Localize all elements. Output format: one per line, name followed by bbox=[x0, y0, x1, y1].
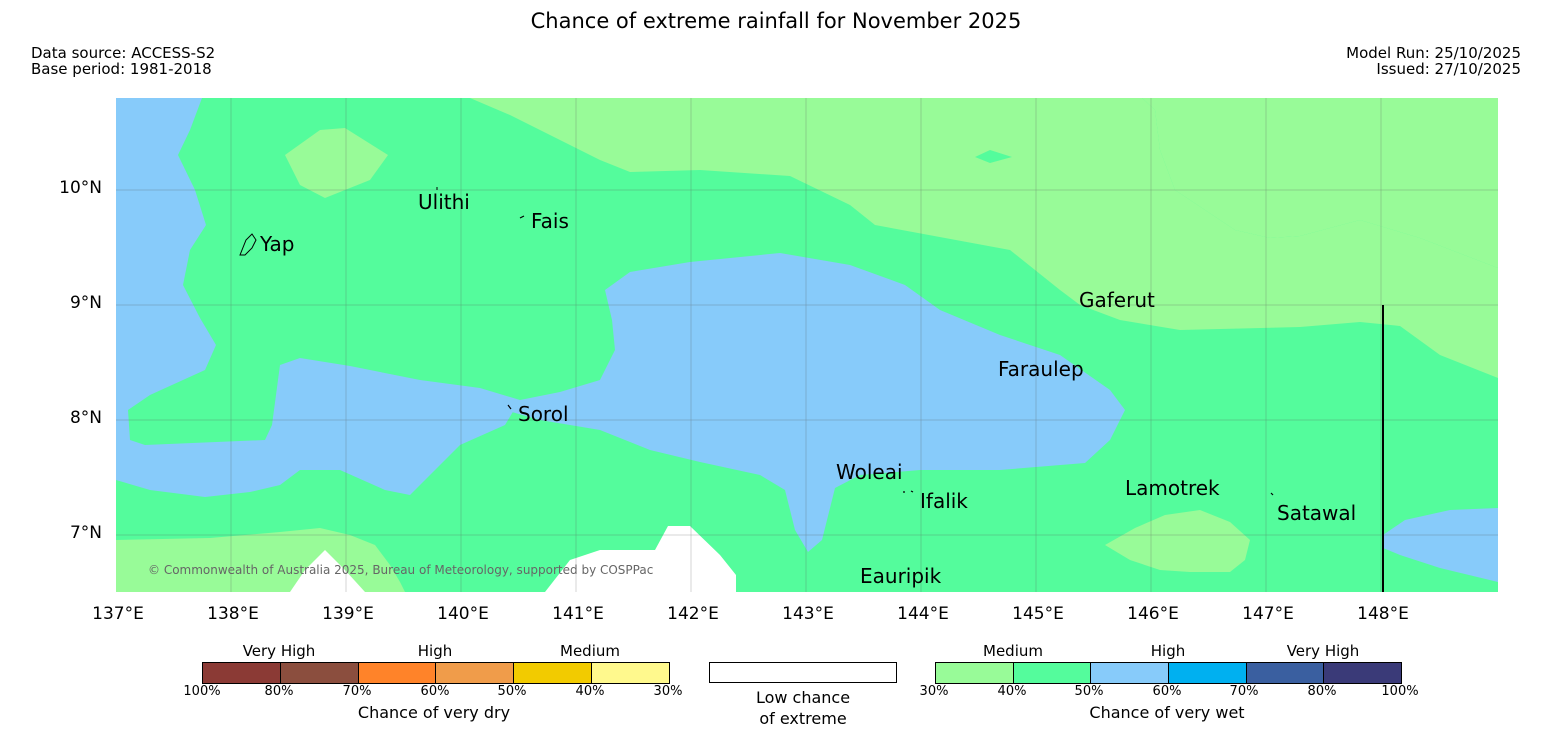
legend-wet-title: Chance of very wet bbox=[1089, 703, 1245, 722]
lon-label: 145°E bbox=[1012, 604, 1064, 624]
region-medium-south-east bbox=[1105, 510, 1250, 572]
lat-label: 7°N bbox=[69, 523, 102, 543]
lat-label: 9°N bbox=[69, 293, 102, 313]
legend-dry-swatch bbox=[436, 663, 515, 683]
legend-wet-swatch bbox=[1324, 663, 1402, 683]
legend-wet-swatch bbox=[1246, 663, 1325, 683]
place-label-fais: Fais bbox=[531, 209, 569, 233]
place-label-satawal: Satawal bbox=[1277, 501, 1357, 525]
lon-label: 142°E bbox=[667, 604, 719, 624]
legend-dry-tick: 70% bbox=[342, 684, 372, 699]
lon-label: 144°E bbox=[897, 604, 949, 624]
legend-dry-swatch bbox=[514, 663, 593, 683]
issued-date: Issued: 27/10/2025 bbox=[1376, 60, 1521, 78]
ifalik-island-mark bbox=[903, 490, 914, 493]
region-50-60-east bbox=[1383, 508, 1498, 582]
place-label-eauripik: Eauripik bbox=[860, 564, 942, 588]
legend-wet-group: Medium bbox=[983, 642, 1043, 660]
legend-wet-group: High bbox=[1150, 642, 1186, 660]
legend-dry-title: Chance of very dry bbox=[357, 703, 511, 722]
data-source: Data source: ACCESS-S2 bbox=[31, 44, 216, 62]
legend-wet-tick: 50% bbox=[1074, 684, 1104, 699]
legend-dry-tick: 60% bbox=[420, 684, 450, 699]
region-medium-north bbox=[470, 98, 1498, 378]
lon-label: 140°E bbox=[437, 604, 489, 624]
region-medium-small bbox=[975, 150, 1012, 163]
region-50-60-central bbox=[505, 253, 1125, 552]
place-label-faraulep: Faraulep bbox=[998, 357, 1084, 381]
legend-dry-tick: 50% bbox=[497, 684, 527, 699]
legend-wet-swatch bbox=[1169, 663, 1247, 683]
region-50-60-west bbox=[116, 98, 520, 497]
place-label-lamotrek: Lamotrek bbox=[1125, 476, 1220, 500]
model-run: Model Run: 25/10/2025 bbox=[1346, 44, 1521, 62]
place-label-ifalik: Ifalik bbox=[920, 489, 968, 513]
legend-wet-tick: 80% bbox=[1307, 684, 1337, 699]
fais-island-mark bbox=[519, 215, 525, 219]
lon-label: 141°E bbox=[552, 604, 604, 624]
lon-label: 143°E bbox=[782, 604, 834, 624]
region-low-chance-2 bbox=[545, 526, 736, 592]
legend-low-chance-line2: of extreme bbox=[759, 709, 847, 728]
legend-dry-group: High bbox=[417, 642, 453, 660]
lon-label: 139°E bbox=[322, 604, 374, 624]
legend-wet-tick: 100% bbox=[1381, 684, 1419, 699]
place-label-sorol: Sorol bbox=[518, 402, 569, 426]
legend-dry-tick: 30% bbox=[653, 684, 683, 699]
legend-wet-tick: 70% bbox=[1229, 684, 1259, 699]
legend-low-chance-swatch bbox=[709, 662, 897, 683]
legend-wet-group: Very High bbox=[1286, 642, 1360, 660]
region-medium-patch bbox=[285, 128, 388, 198]
legend-wet-tick: 30% bbox=[919, 684, 949, 699]
legend-wet-tick: 40% bbox=[997, 684, 1027, 699]
legend-dry-swatch bbox=[592, 663, 669, 683]
legend-low-chance-line1: Low chance bbox=[755, 688, 851, 707]
sorol-island-mark bbox=[507, 404, 512, 410]
lon-label: 146°E bbox=[1127, 604, 1179, 624]
legend-dry-tick: 80% bbox=[264, 684, 294, 699]
legend-wet-colorbar bbox=[935, 662, 1402, 684]
copyright-notice: © Commonwealth of Australia 2025, Bureau… bbox=[148, 563, 654, 577]
place-label-gaferut: Gaferut bbox=[1079, 288, 1155, 312]
legend-wet-tick: 60% bbox=[1152, 684, 1182, 699]
lat-label: 8°N bbox=[69, 408, 102, 428]
place-label-yap: Yap bbox=[260, 232, 295, 256]
legend-dry-group: Very High bbox=[242, 642, 316, 660]
lon-label: 138°E bbox=[207, 604, 259, 624]
legend-dry-swatch bbox=[358, 663, 437, 683]
legend-wet-swatch bbox=[1013, 663, 1092, 683]
legend-dry-colorbar bbox=[202, 662, 670, 684]
graticule bbox=[116, 98, 1498, 592]
lon-label: 147°E bbox=[1242, 604, 1294, 624]
legend-dry-tick: 40% bbox=[575, 684, 605, 699]
rainfall-map bbox=[116, 98, 1498, 592]
legend-wet-swatch bbox=[936, 663, 1014, 683]
legend-dry-swatch bbox=[203, 663, 281, 683]
legend-dry-group: Medium bbox=[560, 642, 620, 660]
base-period: Base period: 1981-2018 bbox=[31, 60, 212, 78]
yap-island-outline bbox=[239, 233, 257, 256]
legend-wet-swatch bbox=[1091, 663, 1170, 683]
legend-dry-swatch bbox=[280, 663, 359, 683]
satawal-island-mark bbox=[1270, 492, 1274, 496]
legend-dry-tick: 100% bbox=[183, 684, 221, 699]
lon-label: 137°E bbox=[92, 604, 144, 624]
place-label-woleai: Woleai bbox=[836, 460, 903, 484]
page-title: Chance of extreme rainfall for November … bbox=[530, 9, 1022, 33]
place-label-ulithi: Ulithi bbox=[418, 190, 470, 214]
lon-label: 148°E bbox=[1357, 604, 1409, 624]
lat-label: 10°N bbox=[59, 178, 102, 198]
